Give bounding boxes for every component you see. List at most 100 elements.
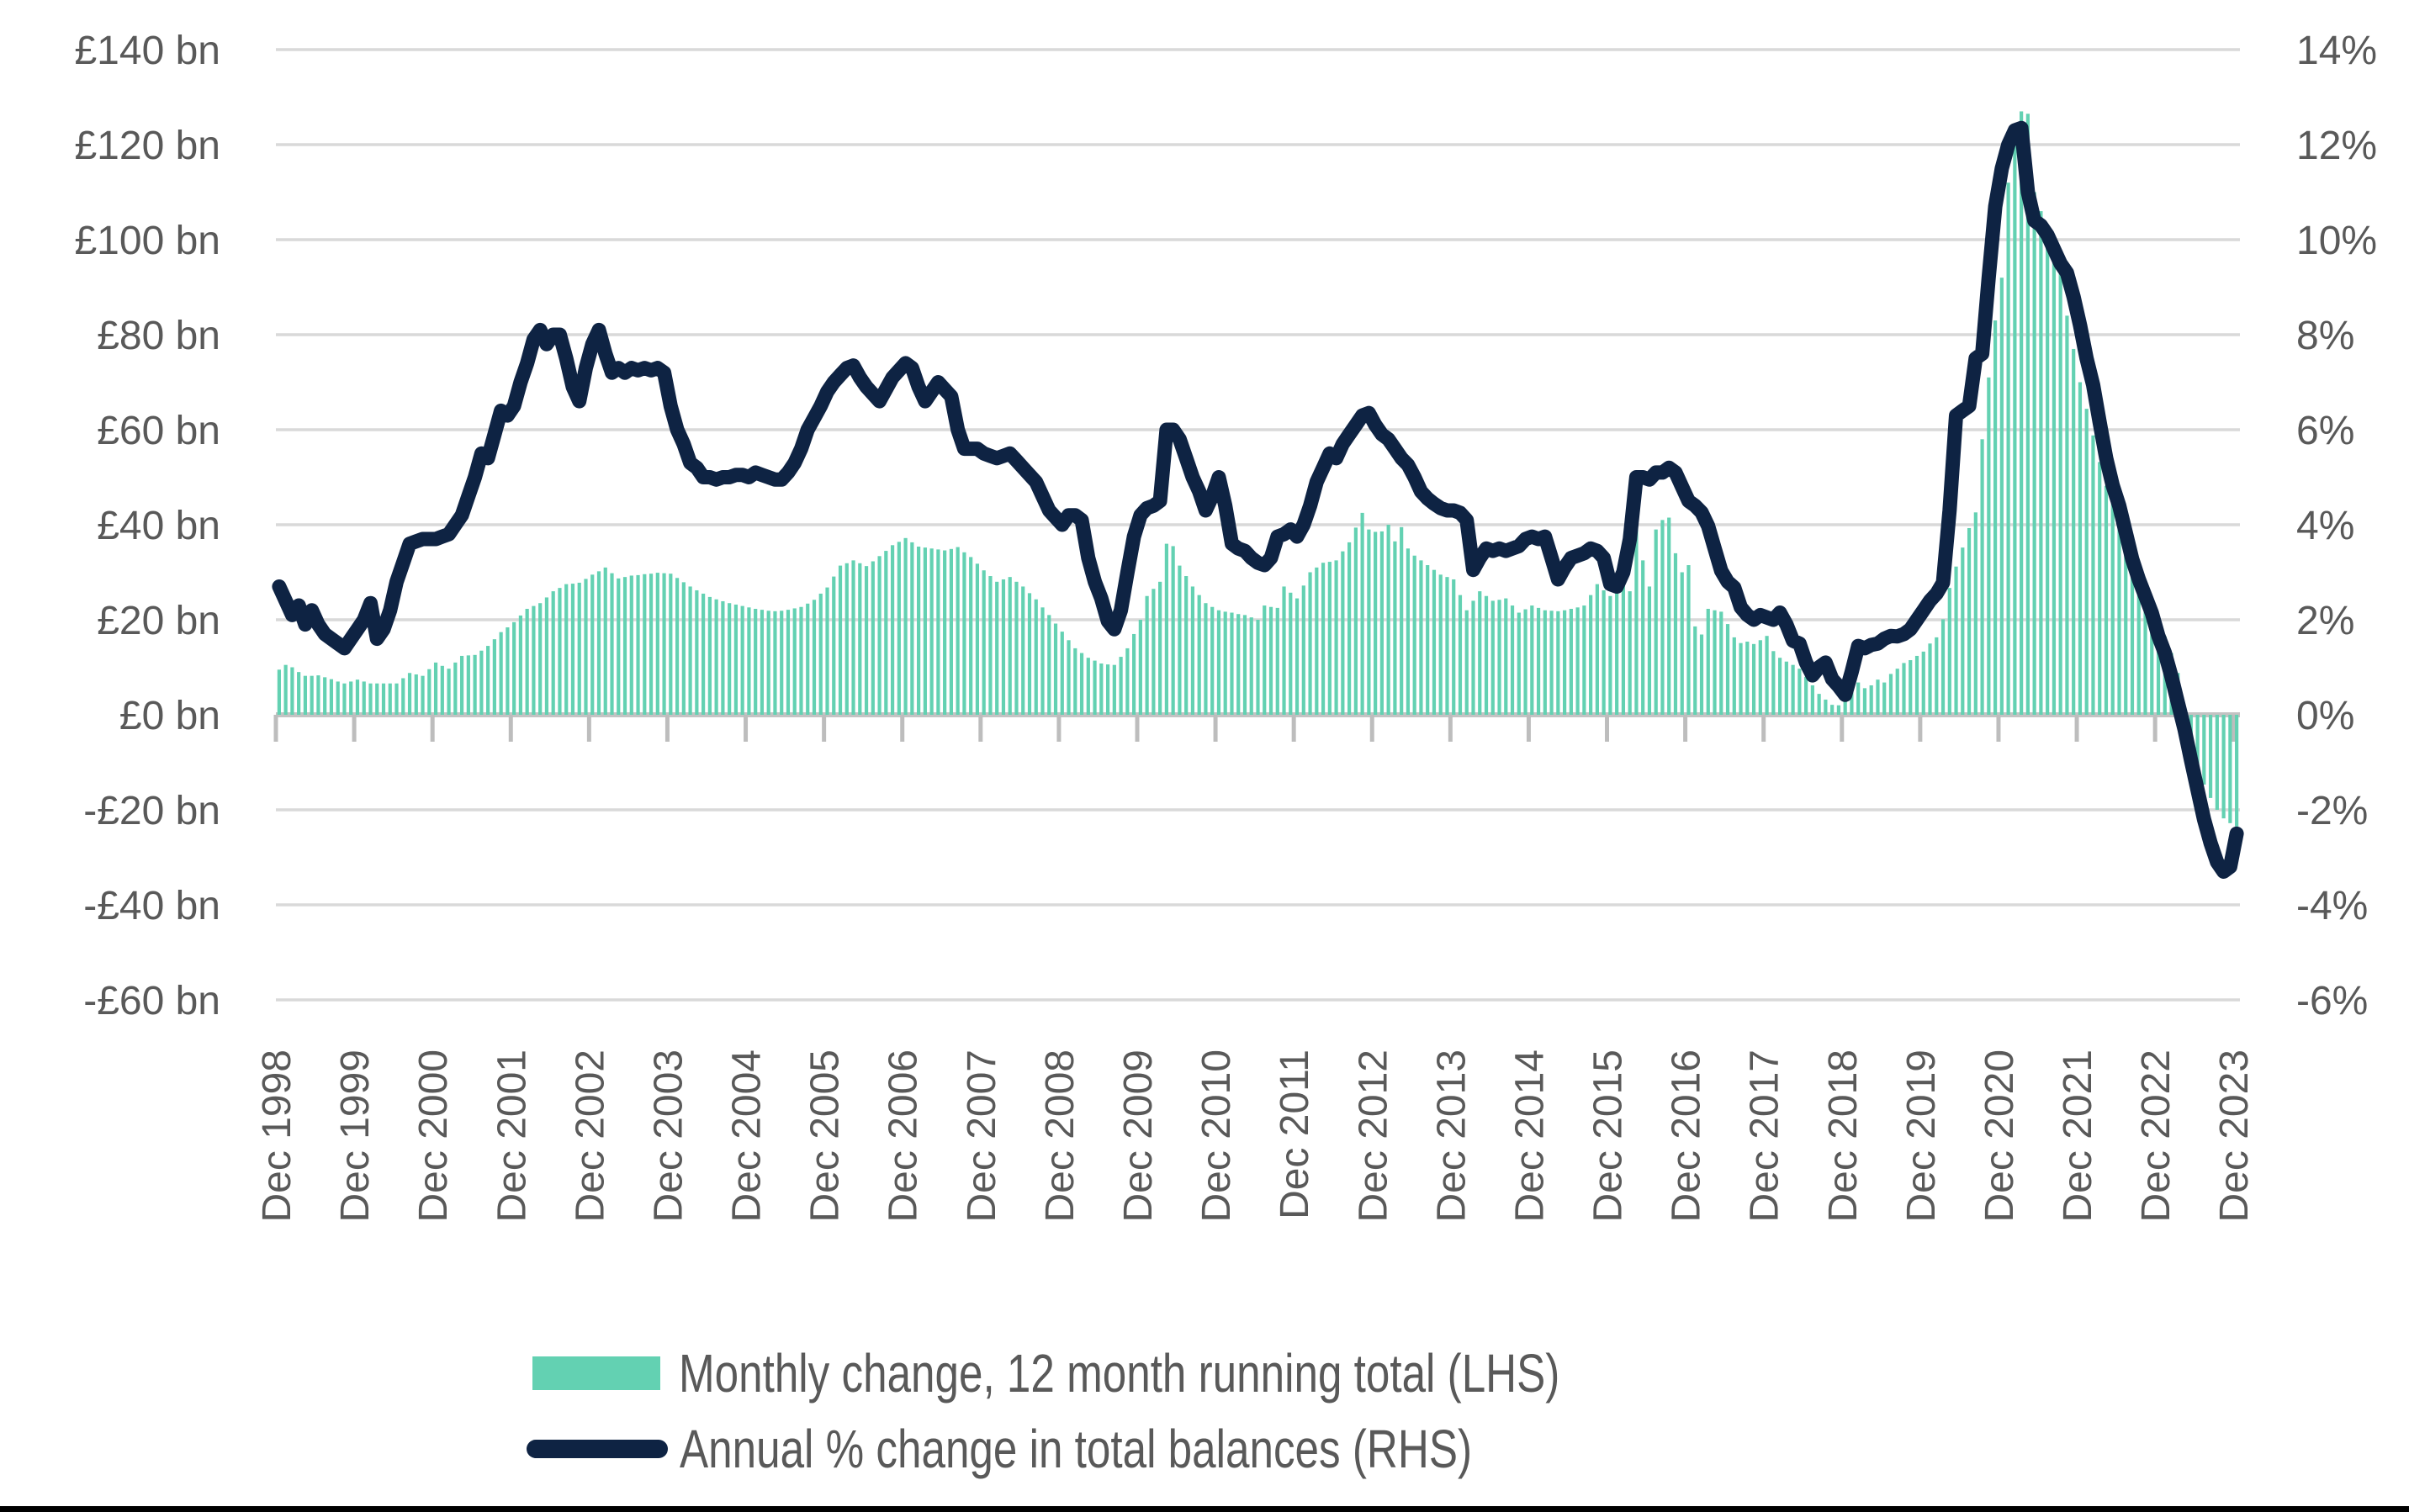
bar [1817, 694, 1821, 715]
bar [1014, 581, 1019, 715]
bar [1693, 626, 1697, 715]
bar [1301, 585, 1305, 715]
bar [1758, 640, 1762, 715]
bar [1869, 685, 1873, 715]
bar [766, 611, 770, 715]
bar [1882, 682, 1887, 715]
bar [728, 603, 732, 715]
bar [629, 575, 633, 715]
bar [1347, 542, 1352, 715]
x-axis-label: Dec 2018 [1821, 1049, 1866, 1222]
bar [1360, 512, 1364, 715]
bar [733, 604, 739, 715]
bar [786, 610, 791, 715]
bar [1216, 610, 1221, 715]
bar [662, 573, 666, 715]
bar [943, 550, 947, 715]
x-axis-label: Dec 2023 [2212, 1049, 2257, 1222]
bar [590, 574, 595, 715]
bottom-border [0, 1506, 2409, 1512]
bar [486, 646, 490, 715]
bar [1543, 610, 1547, 715]
bar [2091, 435, 2095, 715]
bar [414, 674, 418, 715]
bar [838, 565, 843, 715]
bar [2013, 145, 2017, 715]
bar [1426, 565, 1430, 715]
bar [995, 581, 999, 715]
bar [754, 609, 758, 715]
bar [1178, 565, 1182, 715]
bar [1374, 531, 1378, 715]
x-axis-label: Dec 2006 [882, 1049, 926, 1222]
bar [1856, 682, 1861, 715]
bar [747, 607, 751, 715]
bar [584, 579, 588, 715]
bar [832, 576, 836, 715]
left-axis-label: £0 bn [119, 694, 220, 738]
bar [525, 609, 529, 715]
bar [1667, 517, 1671, 715]
x-axis-label: Dec 2000 [411, 1049, 456, 1222]
bar [375, 683, 379, 715]
bar [1909, 660, 1913, 715]
bar [1836, 705, 1841, 715]
bar [1341, 551, 1345, 715]
bar [499, 632, 503, 715]
bar [812, 600, 817, 715]
bar [1810, 685, 1814, 715]
bar [1164, 543, 1168, 715]
bar [655, 573, 659, 715]
bar [760, 610, 765, 715]
x-axis-label: Dec 1999 [333, 1049, 378, 1222]
bar [433, 662, 438, 715]
bar [1608, 595, 1612, 715]
bar [897, 542, 901, 715]
bar [643, 574, 647, 715]
bar [1210, 606, 1215, 715]
bar [2104, 485, 2109, 715]
legend-item-line: Annual % change in total balances (RHS) [527, 1421, 1670, 1477]
bar [329, 679, 334, 715]
right-axis-label: -6% [2296, 979, 2368, 1023]
bar [2228, 715, 2232, 823]
bar [1379, 531, 1384, 715]
left-axis-label: £120 bn [74, 124, 220, 168]
bar [1204, 603, 1208, 715]
bar [1263, 605, 1267, 715]
bar [1327, 562, 1332, 715]
right-axis-label: 6% [2296, 409, 2354, 453]
bar [1660, 520, 1665, 715]
bar [2143, 585, 2147, 715]
bar [316, 675, 320, 715]
bar [1961, 547, 1965, 715]
bar [1119, 657, 1123, 715]
bar [1719, 611, 1723, 715]
bar [297, 672, 301, 715]
x-axis-label: Dec 2014 [1507, 1049, 1552, 1222]
bar [277, 669, 281, 715]
bar [1888, 674, 1893, 715]
x-axis-ticks [273, 715, 2236, 742]
x-axis-label: Dec 2013 [1429, 1049, 1474, 1222]
bar [884, 551, 888, 715]
bar [2072, 348, 2076, 715]
x-axis-label: Dec 2017 [1743, 1049, 1787, 1222]
bar [1940, 619, 1946, 715]
bar [1641, 560, 1645, 715]
bar [323, 677, 327, 715]
bar [1289, 592, 1293, 715]
bar [1464, 610, 1469, 715]
bar [890, 545, 895, 715]
bar [427, 669, 432, 715]
bar [440, 665, 444, 715]
right-axis-label: 14% [2296, 29, 2377, 73]
bar [688, 586, 692, 715]
bar [936, 549, 940, 715]
bar [681, 582, 686, 715]
bar [558, 588, 562, 715]
bar [818, 593, 823, 715]
bar [1713, 610, 1717, 715]
bar [2150, 599, 2154, 715]
legend-label-line: Annual % change in total balances (RHS) [680, 1419, 1473, 1479]
